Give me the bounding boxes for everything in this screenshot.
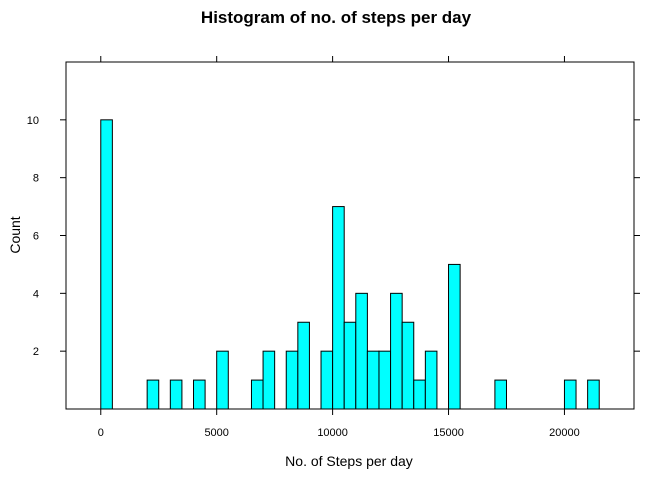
histogram-bar — [320, 350, 334, 410]
histogram-bar — [193, 379, 206, 410]
histogram-bar — [587, 379, 600, 410]
histogram-bar — [378, 350, 392, 410]
x-tick-label: 15000 — [433, 427, 464, 439]
histogram-bar — [262, 350, 276, 410]
histogram-bar — [343, 321, 357, 410]
x-tick-label: 5000 — [204, 427, 228, 439]
ticks-group: 0 5000 10000 15000 20000 2 4 6 8 10 — [27, 56, 640, 439]
y-tick-label: 10 — [27, 115, 39, 127]
x-tick-label: 10000 — [317, 427, 348, 439]
x-tick-label: 0 — [98, 427, 104, 439]
histogram-bar — [494, 379, 507, 410]
histogram-bar — [413, 379, 426, 410]
y-tick-label: 4 — [33, 288, 39, 300]
x-tick-label: 20000 — [549, 427, 580, 439]
chart-title: Histogram of no. of steps per day — [201, 8, 472, 27]
histogram-bar — [332, 206, 345, 410]
plot-frame — [65, 61, 635, 410]
y-axis-label: Count — [7, 216, 23, 253]
histogram-bar — [169, 379, 183, 410]
histogram-bar — [297, 321, 310, 410]
histogram-bar — [100, 119, 113, 410]
histogram-bar — [390, 292, 403, 410]
histogram-bar — [366, 350, 380, 410]
histogram-bar — [250, 379, 264, 410]
histogram-bar — [448, 263, 461, 410]
histogram-bar — [563, 379, 577, 410]
x-axis-label: No. of Steps per day — [285, 453, 413, 469]
histogram-bar — [424, 350, 438, 410]
histogram-bar — [285, 350, 299, 410]
histogram-bar — [401, 321, 415, 410]
y-tick-label: 6 — [33, 231, 39, 243]
histogram-bar — [216, 350, 229, 410]
y-tick-label: 8 — [33, 173, 39, 185]
y-tick-label: 2 — [33, 346, 39, 358]
histogram-bar — [355, 292, 368, 410]
bars-group — [100, 119, 600, 410]
histogram-bar — [146, 379, 160, 410]
